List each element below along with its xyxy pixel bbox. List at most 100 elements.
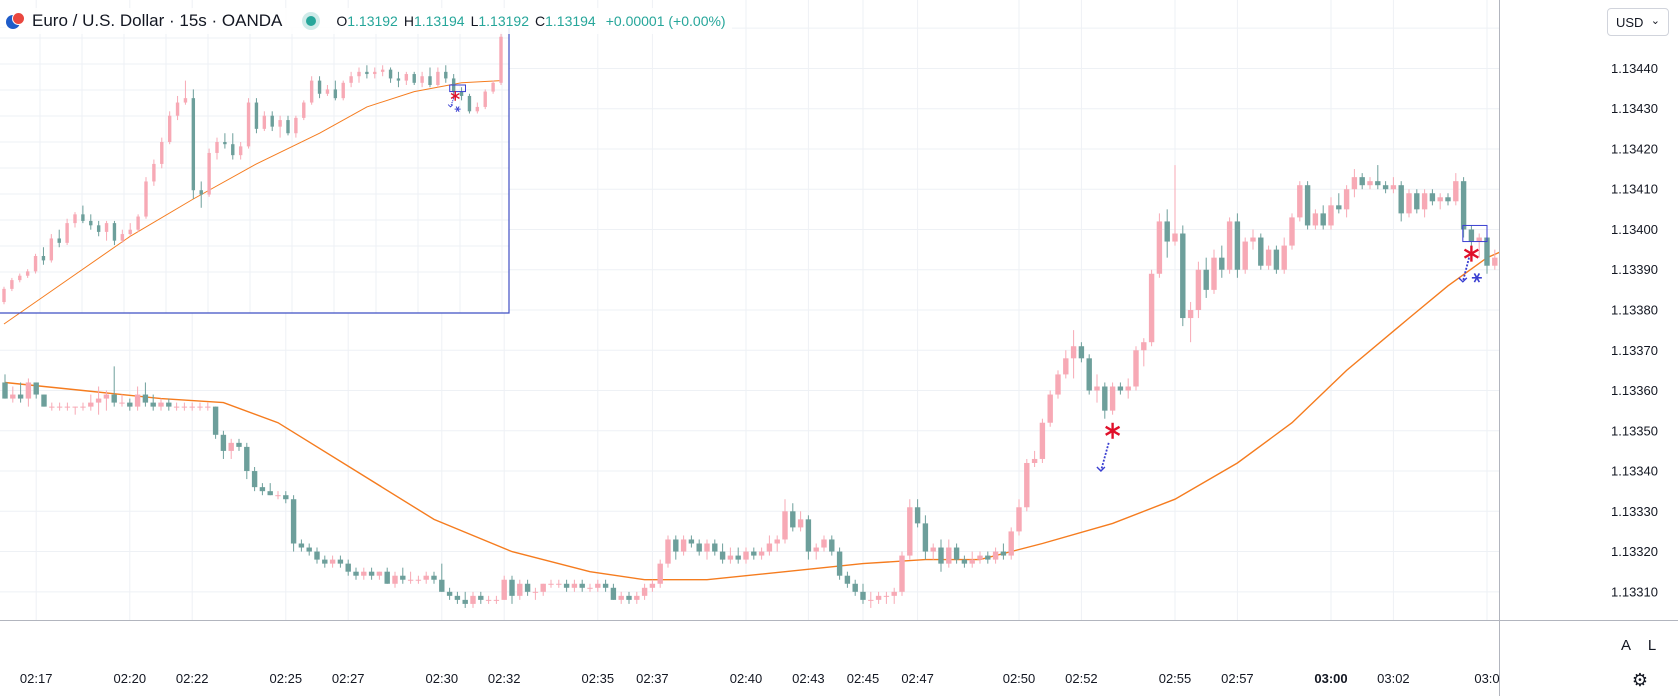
candle-body	[907, 507, 913, 556]
inset-candle	[333, 80, 338, 101]
candle-body	[1180, 233, 1186, 319]
inset-candle	[199, 181, 203, 208]
time-tick-label: 03:02	[1377, 671, 1410, 686]
candle-body	[1156, 221, 1163, 274]
candle-body	[509, 579, 515, 596]
signal-asterisk-blue	[1473, 273, 1481, 283]
high-value: 1.13194	[413, 13, 465, 29]
inset-candle-body	[104, 223, 109, 232]
inset-candle-body	[278, 120, 282, 127]
settings-gear-icon[interactable]: ⚙	[1631, 669, 1649, 690]
candle-body	[439, 579, 445, 592]
candle	[907, 499, 913, 560]
inset-candle	[57, 229, 61, 248]
candle-body	[1351, 177, 1358, 190]
candle-body	[1195, 269, 1202, 310]
candle-body	[49, 406, 55, 408]
inset-candle-body	[120, 234, 125, 241]
inset-candle-body	[365, 71, 369, 75]
candle-body	[813, 547, 819, 552]
candle-body	[1187, 310, 1194, 319]
candle-body	[244, 446, 250, 472]
candle	[1203, 257, 1209, 298]
candle-body	[111, 394, 117, 403]
inset-candle	[207, 148, 211, 197]
candle	[49, 402, 55, 411]
currency-select[interactable]: USD ⌄	[1607, 8, 1669, 36]
log-scale-button[interactable]: L	[1640, 633, 1664, 657]
price-tick-label: 1.13350	[1611, 423, 1658, 438]
candle	[610, 583, 617, 600]
price-tick-label: 1.13360	[1611, 383, 1658, 398]
candle-body	[805, 519, 812, 552]
candle-body	[1375, 181, 1381, 186]
candle-body	[649, 583, 656, 588]
candle-body	[1086, 358, 1092, 391]
candle-body	[220, 434, 227, 451]
candle	[634, 591, 640, 604]
inset-candle-body	[112, 223, 117, 241]
candle-body	[1297, 185, 1303, 218]
candle	[517, 579, 523, 600]
candle-body	[1437, 197, 1443, 202]
symbol-title[interactable]: Euro / U.S. Dollar · 15s · OANDA	[32, 11, 283, 30]
inset-candle-body	[96, 225, 101, 232]
inset-candle-body	[41, 256, 46, 261]
candle	[1063, 350, 1069, 379]
candle	[407, 571, 414, 584]
inset-candle	[491, 80, 495, 94]
inset-moving-average-line	[3, 80, 502, 325]
candle	[95, 386, 102, 415]
candle-body	[173, 406, 180, 408]
candle-body	[961, 559, 968, 564]
time-tick-label: 02:35	[582, 671, 615, 686]
inset-candle	[120, 229, 125, 243]
candle-body	[1070, 346, 1077, 359]
candle-body	[899, 555, 905, 592]
candle	[883, 591, 890, 604]
signal-arrow-blue	[1100, 442, 1110, 472]
candle	[735, 547, 741, 564]
candle-body	[283, 495, 289, 500]
inset-candle-body	[254, 102, 259, 129]
candle	[961, 555, 968, 568]
candle	[563, 579, 570, 592]
candle	[1250, 229, 1256, 250]
candle-body	[938, 547, 944, 564]
candle	[244, 442, 250, 480]
candle	[166, 398, 172, 411]
candle	[33, 382, 39, 399]
auto-scale-button[interactable]: A	[1614, 633, 1638, 657]
candle-body	[571, 583, 578, 588]
candle-body	[1008, 531, 1014, 556]
candle-body	[1133, 350, 1139, 387]
inset-candle	[262, 111, 267, 132]
inset-candle	[412, 71, 416, 85]
candle	[1133, 346, 1139, 391]
candle-body	[517, 583, 523, 596]
candle	[1226, 217, 1233, 274]
inset-candle	[499, 32, 503, 85]
candle-body	[790, 511, 796, 528]
candle	[1156, 213, 1163, 278]
candle-body	[1484, 237, 1490, 266]
candle-body	[735, 555, 741, 560]
candle-body	[275, 495, 281, 497]
candle	[1421, 189, 1428, 218]
candle	[930, 543, 936, 560]
candle	[618, 591, 624, 604]
time-tick-label: 02:47	[901, 671, 934, 686]
candle-body	[1289, 217, 1295, 246]
currency-select-value: USD	[1616, 14, 1644, 30]
inset-candle	[223, 133, 227, 149]
inset-background	[0, 28, 509, 313]
candle	[860, 583, 866, 604]
signal-box-blue	[1462, 224, 1488, 243]
inset-border	[0, 28, 510, 314]
candle	[1102, 382, 1108, 419]
candle	[454, 591, 461, 604]
time-tick-label: 03:00	[1314, 671, 1347, 686]
inset-candle-body	[89, 220, 93, 226]
